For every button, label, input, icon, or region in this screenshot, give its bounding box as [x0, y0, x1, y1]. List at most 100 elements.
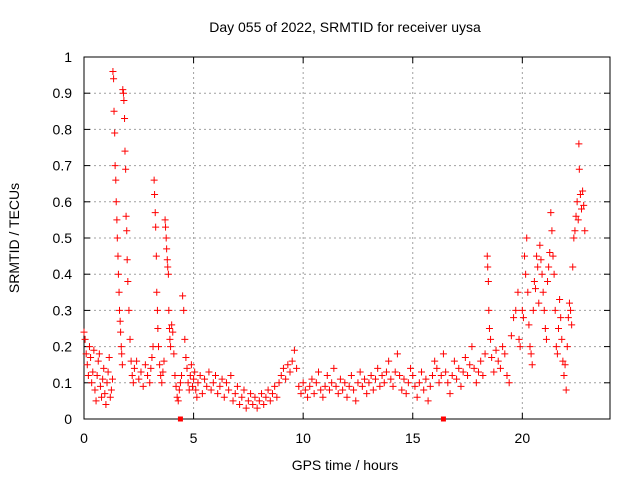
data-point — [152, 252, 160, 260]
data-point — [290, 346, 298, 354]
data-point — [271, 382, 279, 390]
data-point — [231, 390, 239, 398]
data-point — [201, 375, 209, 383]
data-point — [472, 379, 480, 387]
data-point — [352, 397, 360, 405]
y-tick-label: 0.2 — [53, 339, 73, 355]
data-point — [378, 372, 386, 380]
y-tick-label: 0.8 — [53, 121, 73, 137]
data-point — [531, 285, 539, 293]
data-point — [554, 325, 562, 332]
y-tick-label: 0.5 — [53, 230, 73, 246]
data-point — [396, 372, 404, 380]
data-point — [266, 397, 274, 405]
data-point — [365, 379, 373, 387]
data-point — [251, 393, 259, 401]
data-point — [347, 372, 355, 380]
data-point — [186, 372, 194, 380]
data-point — [170, 350, 178, 358]
data-point — [530, 277, 538, 285]
y-tick-label: 0.1 — [53, 375, 73, 391]
data-point — [110, 75, 118, 83]
data-point — [468, 343, 476, 351]
data-point — [516, 343, 524, 351]
data-point — [568, 321, 576, 329]
data-point — [557, 314, 565, 322]
data-point — [420, 386, 428, 394]
data-point — [325, 386, 333, 394]
data-point — [510, 314, 518, 322]
data-point — [315, 368, 323, 376]
data-point — [253, 404, 261, 412]
data-point — [96, 382, 104, 390]
data-point — [446, 390, 454, 398]
data-point — [501, 350, 509, 358]
data-point — [398, 386, 406, 394]
data-point — [483, 252, 491, 260]
data-point — [521, 252, 529, 260]
data-point — [435, 379, 443, 387]
data-point — [354, 379, 362, 387]
data-point — [151, 191, 159, 199]
data-point — [242, 404, 250, 412]
data-point — [507, 332, 515, 340]
data-point — [553, 350, 561, 358]
data-point — [455, 364, 463, 372]
data-point — [382, 368, 390, 376]
data-point — [437, 372, 445, 380]
data-point — [496, 364, 504, 372]
data-point — [107, 386, 115, 394]
data-point — [130, 364, 138, 372]
data-point — [426, 382, 434, 390]
data-point — [374, 364, 382, 372]
data-point — [172, 382, 180, 390]
data-point — [409, 372, 417, 380]
data-point — [164, 270, 172, 278]
data-point — [151, 209, 159, 217]
data-point — [448, 372, 456, 380]
data-point — [477, 357, 485, 365]
data-point — [466, 361, 474, 369]
data-point — [101, 390, 109, 398]
data-point — [128, 372, 136, 380]
y-tick-label: 0.6 — [53, 194, 73, 210]
data-point — [126, 335, 134, 343]
data-point — [105, 353, 113, 361]
data-point — [306, 382, 314, 390]
data-point — [428, 372, 436, 380]
data-point — [198, 390, 206, 398]
data-point — [361, 375, 369, 383]
data-point — [163, 256, 171, 264]
data-point — [542, 335, 550, 343]
data-point — [339, 386, 347, 394]
gap-marker — [177, 416, 183, 422]
data-point — [442, 368, 450, 376]
data-point — [157, 372, 165, 380]
data-point — [545, 263, 553, 271]
data-point — [111, 129, 119, 137]
data-point — [220, 393, 228, 401]
data-point — [166, 335, 174, 343]
data-point — [106, 393, 114, 401]
data-point — [293, 364, 301, 372]
data-point — [180, 306, 188, 314]
data-point — [575, 140, 583, 148]
data-point — [146, 379, 154, 387]
data-point — [518, 306, 526, 314]
data-point — [415, 379, 423, 387]
data-point — [168, 321, 176, 329]
data-point — [523, 234, 531, 242]
data-point — [188, 382, 196, 390]
x-axis-title: GPS time / hours — [292, 457, 399, 473]
data-point — [321, 382, 329, 390]
data-point — [550, 270, 558, 278]
data-point — [179, 292, 187, 300]
data-point — [216, 382, 224, 390]
data-point — [526, 343, 534, 351]
data-point — [380, 379, 388, 387]
data-point — [203, 382, 211, 390]
data-point — [115, 288, 123, 296]
data-point — [570, 234, 578, 242]
data-point — [255, 397, 263, 405]
